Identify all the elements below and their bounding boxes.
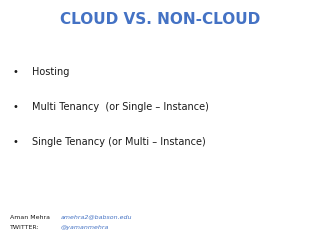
Text: @yamanmehra: @yamanmehra (61, 225, 109, 230)
Text: amehra2@babson.edu: amehra2@babson.edu (61, 215, 132, 220)
Text: Single Tenancy (or Multi – Instance): Single Tenancy (or Multi – Instance) (32, 137, 206, 147)
Text: Hosting: Hosting (32, 67, 69, 77)
Text: Multi Tenancy  (or Single – Instance): Multi Tenancy (or Single – Instance) (32, 102, 209, 112)
Text: •: • (13, 67, 19, 77)
Text: •: • (13, 137, 19, 147)
Text: Aman Mehra: Aman Mehra (10, 215, 50, 220)
Text: •: • (13, 102, 19, 112)
Text: TWITTER:: TWITTER: (10, 225, 39, 230)
Text: CLOUD VS. NON-CLOUD: CLOUD VS. NON-CLOUD (60, 12, 260, 27)
